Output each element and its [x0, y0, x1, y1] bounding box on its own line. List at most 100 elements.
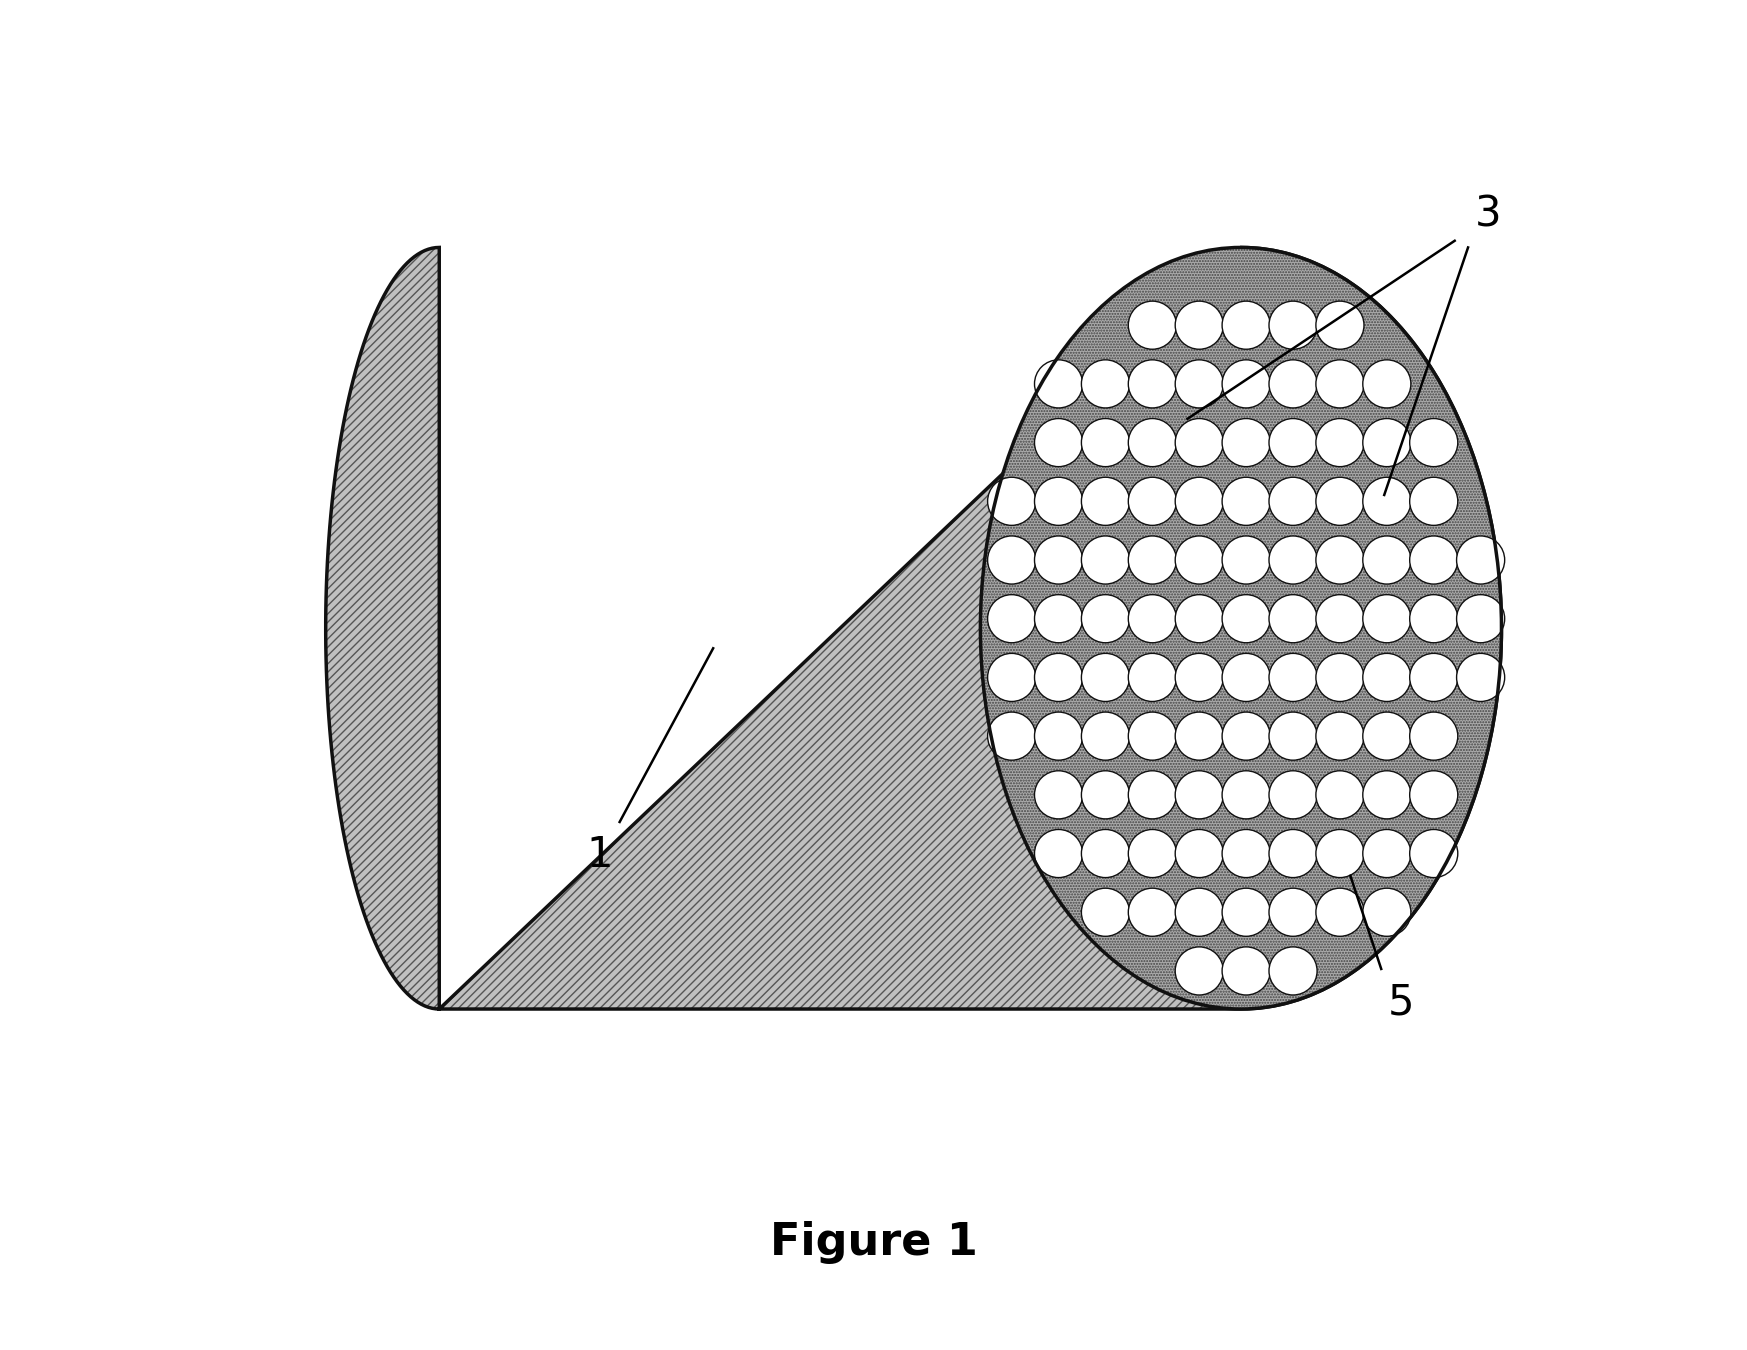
Circle shape: [1223, 478, 1270, 525]
Circle shape: [1034, 711, 1083, 760]
Circle shape: [1410, 829, 1457, 878]
Circle shape: [1129, 478, 1176, 525]
Circle shape: [1457, 653, 1504, 702]
Ellipse shape: [980, 247, 1501, 1008]
Circle shape: [1315, 301, 1364, 350]
Circle shape: [1081, 536, 1130, 585]
Circle shape: [1223, 771, 1270, 819]
Circle shape: [1268, 653, 1317, 702]
Circle shape: [1129, 829, 1176, 878]
Circle shape: [1176, 711, 1223, 760]
Circle shape: [1223, 711, 1270, 760]
Circle shape: [1268, 478, 1317, 525]
Text: 5: 5: [1389, 981, 1415, 1023]
Circle shape: [1315, 360, 1364, 408]
Circle shape: [1315, 478, 1364, 525]
Circle shape: [1315, 711, 1364, 760]
Circle shape: [1410, 594, 1457, 643]
Circle shape: [1268, 946, 1317, 995]
Circle shape: [1034, 478, 1083, 525]
Circle shape: [1176, 418, 1223, 467]
Circle shape: [1081, 888, 1130, 937]
Circle shape: [987, 478, 1036, 525]
Circle shape: [1176, 888, 1223, 937]
Circle shape: [1081, 653, 1130, 702]
Circle shape: [1223, 418, 1270, 467]
Circle shape: [1315, 653, 1364, 702]
Text: 3: 3: [1474, 193, 1501, 235]
Circle shape: [1176, 653, 1223, 702]
Circle shape: [1410, 711, 1457, 760]
Circle shape: [1176, 829, 1223, 878]
Circle shape: [1223, 888, 1270, 937]
Circle shape: [1034, 653, 1083, 702]
Circle shape: [1363, 536, 1412, 585]
Circle shape: [1268, 771, 1317, 819]
Circle shape: [1223, 301, 1270, 350]
Circle shape: [1315, 418, 1364, 467]
Circle shape: [1268, 536, 1317, 585]
Circle shape: [1081, 829, 1130, 878]
Circle shape: [1223, 829, 1270, 878]
Circle shape: [1410, 771, 1457, 819]
Circle shape: [1268, 594, 1317, 643]
Circle shape: [1081, 771, 1130, 819]
Circle shape: [1363, 888, 1412, 937]
Circle shape: [1176, 301, 1223, 350]
Text: Figure 1: Figure 1: [770, 1222, 977, 1265]
Circle shape: [1081, 418, 1130, 467]
Circle shape: [1410, 536, 1457, 585]
Circle shape: [1034, 360, 1083, 408]
Circle shape: [1081, 478, 1130, 525]
Circle shape: [1176, 536, 1223, 585]
Circle shape: [1363, 653, 1412, 702]
Circle shape: [1268, 418, 1317, 467]
Circle shape: [1268, 301, 1317, 350]
Circle shape: [1081, 711, 1130, 760]
Circle shape: [987, 594, 1036, 643]
Circle shape: [1129, 418, 1176, 467]
Circle shape: [1315, 829, 1364, 878]
Circle shape: [1410, 478, 1457, 525]
Circle shape: [1176, 771, 1223, 819]
Circle shape: [1223, 536, 1270, 585]
Circle shape: [1363, 829, 1412, 878]
Circle shape: [1363, 594, 1412, 643]
Circle shape: [1268, 711, 1317, 760]
Circle shape: [1129, 360, 1176, 408]
Circle shape: [1129, 771, 1176, 819]
Circle shape: [1129, 301, 1176, 350]
Circle shape: [1034, 771, 1083, 819]
Circle shape: [1223, 360, 1270, 408]
Circle shape: [1129, 653, 1176, 702]
Circle shape: [1410, 418, 1457, 467]
Circle shape: [1129, 536, 1176, 585]
Circle shape: [1457, 536, 1504, 585]
Circle shape: [1223, 653, 1270, 702]
Circle shape: [1034, 829, 1083, 878]
Text: 1: 1: [587, 834, 613, 876]
Circle shape: [1081, 360, 1130, 408]
Circle shape: [1363, 418, 1412, 467]
Circle shape: [987, 536, 1036, 585]
Circle shape: [987, 653, 1036, 702]
Circle shape: [1363, 711, 1412, 760]
Circle shape: [1176, 946, 1223, 995]
Circle shape: [1129, 711, 1176, 760]
Circle shape: [1081, 594, 1130, 643]
Circle shape: [1129, 594, 1176, 643]
Circle shape: [1034, 594, 1083, 643]
Circle shape: [987, 711, 1036, 760]
Circle shape: [1268, 360, 1317, 408]
Circle shape: [1034, 536, 1083, 585]
Circle shape: [1410, 653, 1457, 702]
Circle shape: [1315, 771, 1364, 819]
Circle shape: [1315, 888, 1364, 937]
Circle shape: [1176, 478, 1223, 525]
Circle shape: [1034, 418, 1083, 467]
Circle shape: [1176, 594, 1223, 643]
Circle shape: [1315, 594, 1364, 643]
Circle shape: [1363, 771, 1412, 819]
Circle shape: [1363, 360, 1412, 408]
Circle shape: [1176, 360, 1223, 408]
